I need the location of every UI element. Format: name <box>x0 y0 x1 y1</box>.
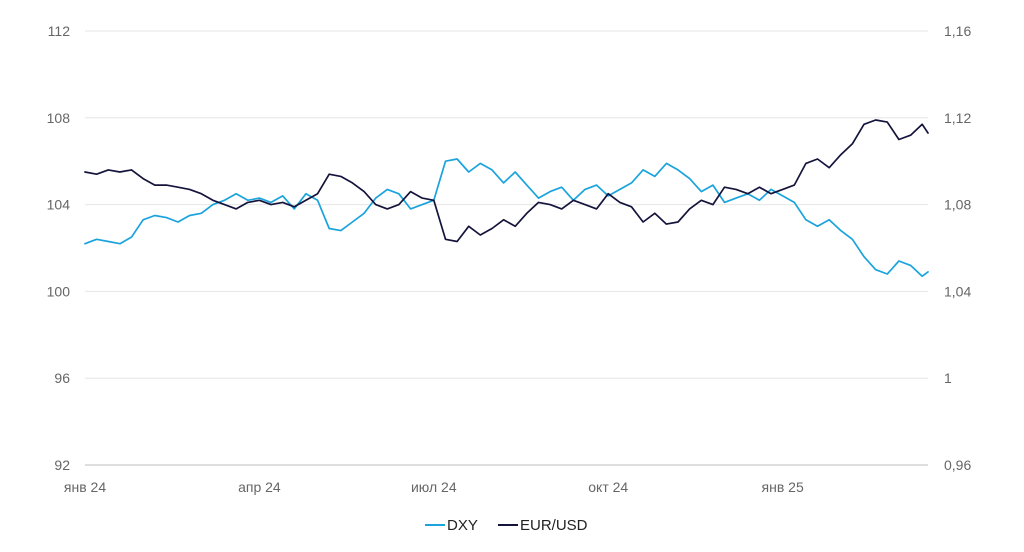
series-line-eurusd <box>84 119 929 243</box>
legend-label: EUR/USD <box>520 517 588 534</box>
left-tick-label: 100 <box>47 283 71 299</box>
right-tick-label: 0,96 <box>944 457 971 473</box>
left-tick-label: 104 <box>47 197 71 213</box>
x-tick-label: окт 24 <box>588 479 628 495</box>
right-tick-label: 1,08 <box>944 197 971 213</box>
series-lines <box>84 119 929 278</box>
legend-item-dxy: DXY <box>425 517 478 534</box>
right-tick-label: 1,04 <box>944 283 971 299</box>
series-line-dxy <box>84 158 929 278</box>
x-tick-label: апр 24 <box>238 479 281 495</box>
left-y-axis: 92 96 100 104 108 112 <box>47 23 71 473</box>
legend-label: DXY <box>447 517 478 534</box>
x-tick-label: июл 24 <box>411 479 457 495</box>
left-tick-label: 96 <box>54 370 70 386</box>
right-tick-label: 1,16 <box>944 23 971 39</box>
left-tick-label: 92 <box>54 457 70 473</box>
right-tick-label: 1 <box>944 370 952 386</box>
legend-item-eurusd: EUR/USD <box>498 517 588 534</box>
x-axis: янв 24 апр 24 июл 24 окт 24 янв 25 <box>64 479 804 495</box>
legend: DXY EUR/USD <box>425 517 588 534</box>
right-tick-label: 1,12 <box>944 110 971 126</box>
right-y-axis: 0,96 1 1,04 1,08 1,12 1,16 <box>944 23 971 473</box>
x-tick-label: янв 25 <box>762 479 804 495</box>
left-tick-label: 108 <box>47 110 71 126</box>
x-tick-label: янв 24 <box>64 479 106 495</box>
left-tick-label: 112 <box>48 23 71 39</box>
grid-lines <box>85 30 928 466</box>
